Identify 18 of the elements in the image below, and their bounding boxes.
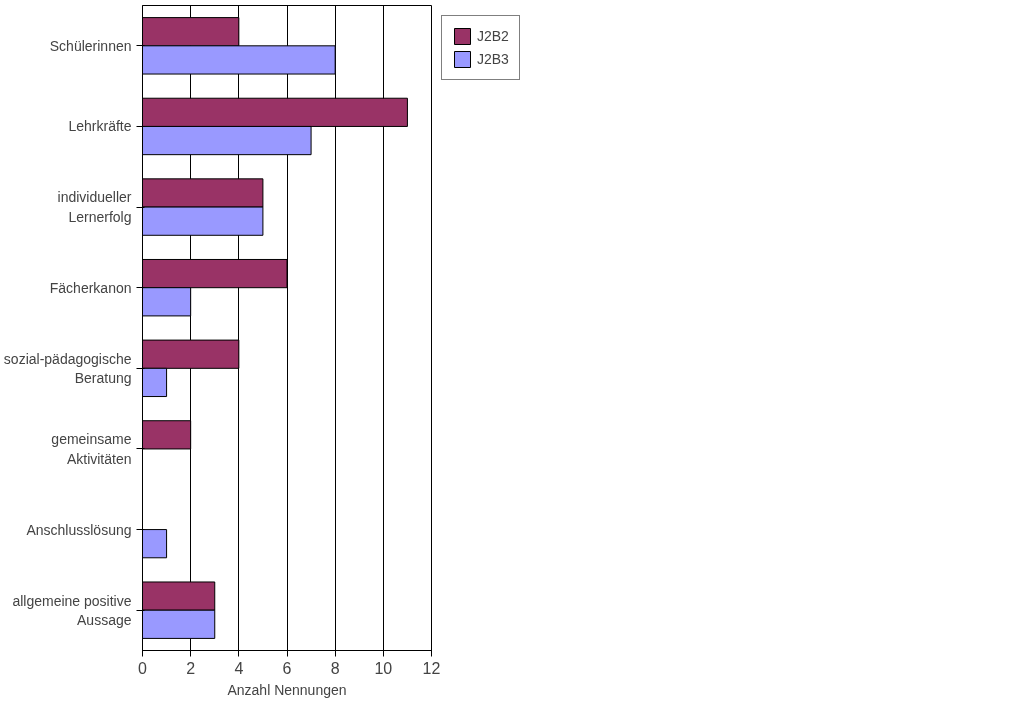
y-tick-label: individueller Lernerfolg [57, 189, 132, 225]
y-tick-label: gemeinsame Aktivitäten [51, 431, 132, 467]
x-tick-label: 8 [330, 659, 340, 677]
x-tick-label: 2 [186, 659, 196, 677]
y-tick-label: Fächerkanon [49, 279, 132, 296]
x-axis-title: Anzahl Nennungen [227, 681, 347, 698]
y-tick-label: Schülerinnen [49, 37, 132, 54]
y-tick-label: allgemeine positive Aussage [12, 592, 132, 628]
x-tick-label: 4 [234, 659, 244, 677]
y-tick-label: Anschlusslösung [26, 521, 132, 538]
x-tick-label: 6 [282, 659, 292, 677]
x-tick-label: 10 [374, 659, 393, 677]
x-tick-label: 12 [422, 659, 441, 677]
y-tick-label: sozial-pädagogische Beratung [3, 350, 132, 386]
x-tick-label: 0 [138, 659, 148, 677]
y-tick-label: Lehrkräfte [68, 118, 132, 135]
legend-label: J2B3 [477, 51, 509, 67]
legend-label: J2B2 [477, 28, 509, 44]
